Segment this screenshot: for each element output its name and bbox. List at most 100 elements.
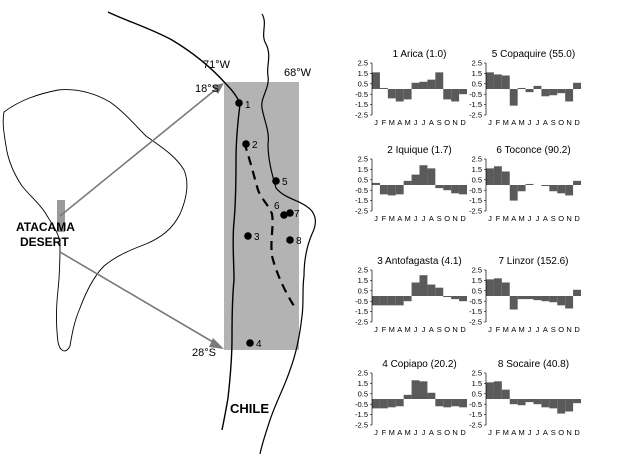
x-tick-label: F [382,325,387,334]
x-tick-label: O [444,214,450,223]
chile-eastern-border [259,13,316,454]
bar [459,89,467,95]
arrow-bottom [59,251,219,346]
bar [533,85,542,89]
bar [419,381,428,399]
x-tick-label: J [414,325,418,334]
x-tick-label: O [444,325,450,334]
y-tick-label: 0.5 [358,286,368,295]
x-tick-label: F [382,118,387,127]
bar [403,180,412,185]
x-tick-label: F [496,428,501,437]
x-tick-label: N [452,214,457,223]
x-tick-label: F [496,118,501,127]
bar [501,282,510,296]
x-tick-label: D [460,325,466,334]
bar [387,399,396,408]
x-tick-label: J [374,214,378,223]
bar [419,165,428,185]
bar [517,185,526,192]
x-tick-label: J [488,325,492,334]
x-tick-label: J [528,118,532,127]
y-tick-label: -0.5 [355,297,368,306]
bar [387,296,396,306]
y-tick-label: 0.5 [472,286,482,295]
chile-label: CHILE [230,401,269,416]
x-tick-label: J [414,214,418,223]
bar [395,89,404,102]
lat-label-28s: 28°S [192,347,216,359]
y-tick-label: 1.5 [358,276,368,285]
bar [379,87,388,89]
x-tick-label: A [429,325,434,334]
bar [427,392,436,399]
bar [517,296,526,300]
bar [549,185,558,192]
y-tick-label: -1.5 [469,307,482,316]
station-label-5: 5 [282,177,288,188]
x-tick-label: M [503,325,509,334]
y-tick-label: 0.5 [358,389,368,398]
y-tick-label: -0.5 [355,400,368,409]
bar [557,296,566,306]
bar [379,399,388,409]
x-tick-label: A [543,428,548,437]
bar [573,82,581,89]
x-tick-label: S [437,325,442,334]
y-tick-label: -2.5 [355,318,368,327]
x-tick-label: J [488,428,492,437]
station-dot-2 [242,140,250,148]
arrowhead-bottom [209,338,224,349]
bar [525,89,534,93]
bar [451,89,460,102]
bar [573,399,581,404]
station-label-8: 8 [296,236,302,247]
bar [517,399,526,406]
bar [493,278,502,296]
x-tick-label: D [460,118,466,127]
y-tick-label: -1.5 [469,196,482,205]
bar [541,296,550,302]
station-dot-5 [272,177,280,185]
y-tick-label: 2.5 [472,266,482,275]
x-tick-label: N [452,325,457,334]
bar [549,89,558,96]
panel-title: 8 Socaire (40.8) [498,359,569,370]
x-tick-label: J [422,428,426,437]
bar [427,79,436,89]
bar [493,74,502,89]
y-tick-label: -1.5 [355,410,368,419]
y-tick-label: -0.5 [469,400,482,409]
station-label-1: 1 [245,100,251,111]
x-tick-label: A [429,214,434,223]
bar [541,399,550,408]
station-label-3: 3 [254,232,260,243]
x-tick-label: A [397,325,402,334]
dashed-boundary [242,141,295,307]
y-tick-label: -0.5 [469,186,482,195]
x-tick-label: A [543,325,548,334]
x-tick-label: A [543,214,548,223]
bar [486,382,494,399]
x-tick-label: M [519,325,525,334]
bar [486,279,494,296]
bar [403,296,412,302]
bar [501,389,510,399]
x-tick-label: M [389,214,395,223]
x-tick-label: J [528,214,532,223]
x-tick-label: S [437,428,442,437]
bar [509,185,518,201]
y-tick-label: 0.5 [472,175,482,184]
station-dot-1 [235,99,243,107]
station-charts: 1 Arica (1.0)2.51.50.5-0.5-1.5-2.5J F M A M J… [355,49,581,437]
bar [486,168,494,185]
station-panel: 7 Linzor (152.6)2.51.50.5-0.5-1.5-2.5J F M… [469,256,581,334]
bar [557,89,566,94]
x-tick-label: J [422,214,426,223]
x-tick-label: M [519,428,525,437]
bar [395,399,404,407]
x-tick-label: S [551,214,556,223]
y-tick-label: -2.5 [355,207,368,216]
bar [419,81,428,89]
